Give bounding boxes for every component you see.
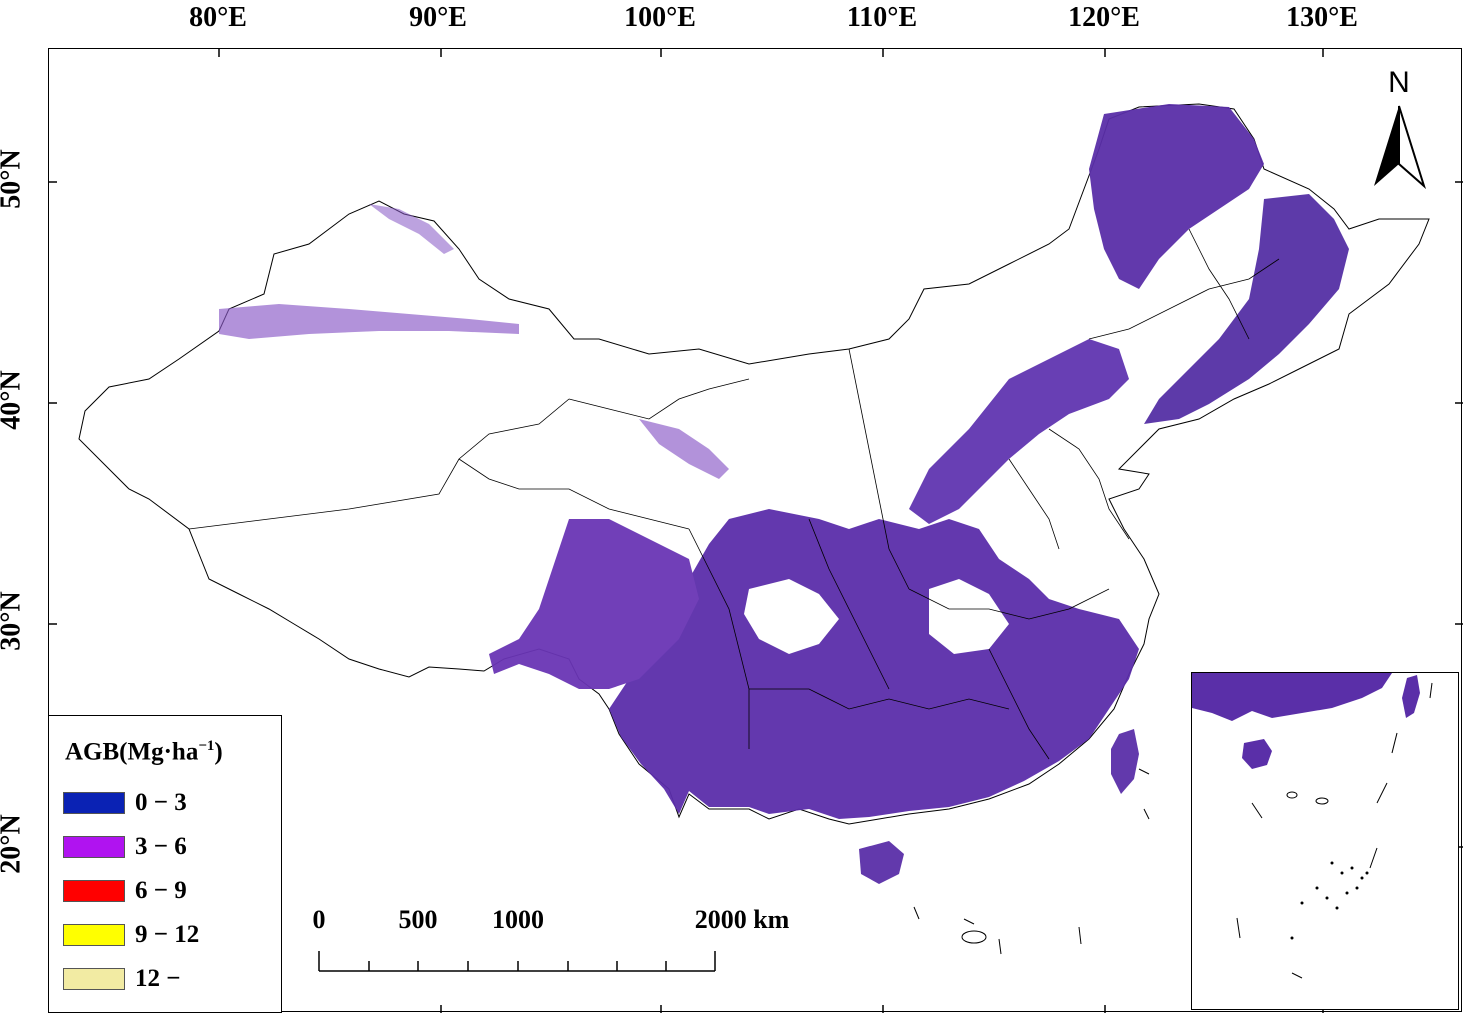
legend-title: AGB(Mg·ha−1) <box>65 738 223 766</box>
agb-region-north <box>909 339 1129 524</box>
legend-item: 12 − <box>63 965 181 992</box>
agb-region-south <box>609 509 1139 819</box>
lat-label-40: 40°N <box>0 370 27 430</box>
agb-tianshan <box>219 304 519 339</box>
legend-swatch <box>63 836 125 858</box>
legend-item: 9 − 12 <box>63 921 200 948</box>
legend-swatch <box>63 792 125 814</box>
scale-bar-graphic <box>318 951 716 972</box>
legend-label: 6 − 9 <box>135 877 187 904</box>
legend-swatch <box>63 968 125 990</box>
legend-item: 0 − 3 <box>63 789 187 816</box>
scale-label-1000: 1000 <box>492 905 544 934</box>
sea-islands <box>913 768 1150 955</box>
legend-label: 0 − 3 <box>135 789 187 816</box>
inset-mainland <box>1192 673 1392 721</box>
agb-coverage <box>219 104 1349 884</box>
lat-label-50: 50°N <box>0 149 27 209</box>
map-frame <box>48 48 1463 1013</box>
agb-region-northeast <box>1089 104 1264 289</box>
agb-region-changbai <box>1144 194 1349 424</box>
north-arrow-icon <box>1374 105 1427 190</box>
north-arrow: N <box>1370 66 1428 192</box>
inset-map-svg <box>1192 673 1433 979</box>
lon-label-110: 110°E <box>846 2 918 33</box>
lon-label-120: 120°E <box>1068 2 1140 33</box>
plain-gap <box>929 579 1009 654</box>
agb-taiwan <box>1111 729 1139 794</box>
inset-taiwan <box>1402 675 1420 718</box>
agb-qilian <box>639 419 729 479</box>
agb-altai <box>369 204 454 254</box>
lon-label-90: 90°E <box>409 2 467 33</box>
lon-label-130: 130°E <box>1286 2 1358 33</box>
legend-title-main: AGB(Mg·ha <box>65 738 199 766</box>
agb-hainan <box>859 841 904 884</box>
legend-item: 6 − 9 <box>63 877 187 904</box>
province-boundaries <box>188 228 1280 760</box>
north-label: N <box>1388 66 1410 99</box>
lat-label-30: 30°N <box>0 591 27 651</box>
legend-swatch <box>63 880 125 902</box>
scale-label-500: 500 <box>398 905 438 934</box>
legend-swatch <box>63 924 125 946</box>
lon-label-100: 100°E <box>624 2 696 33</box>
lat-label-20: 20°N <box>0 814 27 874</box>
legend: AGB(Mg·ha−1) 0 − 3 3 − 6 6 − 9 9 − 12 12… <box>48 715 282 1013</box>
legend-label: 12 − <box>135 965 181 992</box>
legend-label: 9 − 12 <box>135 921 200 948</box>
scale-label-0: 0 <box>312 905 326 934</box>
inset-map-south-china-sea <box>1191 672 1459 1010</box>
lon-label-80: 80°E <box>189 2 247 33</box>
agb-region-southwest <box>489 519 699 689</box>
basin-gap <box>744 579 839 654</box>
legend-title-end: ) <box>214 738 223 766</box>
legend-label: 3 − 6 <box>135 833 187 860</box>
scale-label-2000: 2000 km <box>694 905 790 934</box>
legend-title-sup: −1 <box>198 738 215 754</box>
inset-hainan <box>1242 739 1272 769</box>
china-agb-map <box>49 49 1463 1013</box>
legend-item: 3 − 6 <box>63 833 187 860</box>
scale-bar: 0 500 1000 2000 km <box>300 905 789 975</box>
